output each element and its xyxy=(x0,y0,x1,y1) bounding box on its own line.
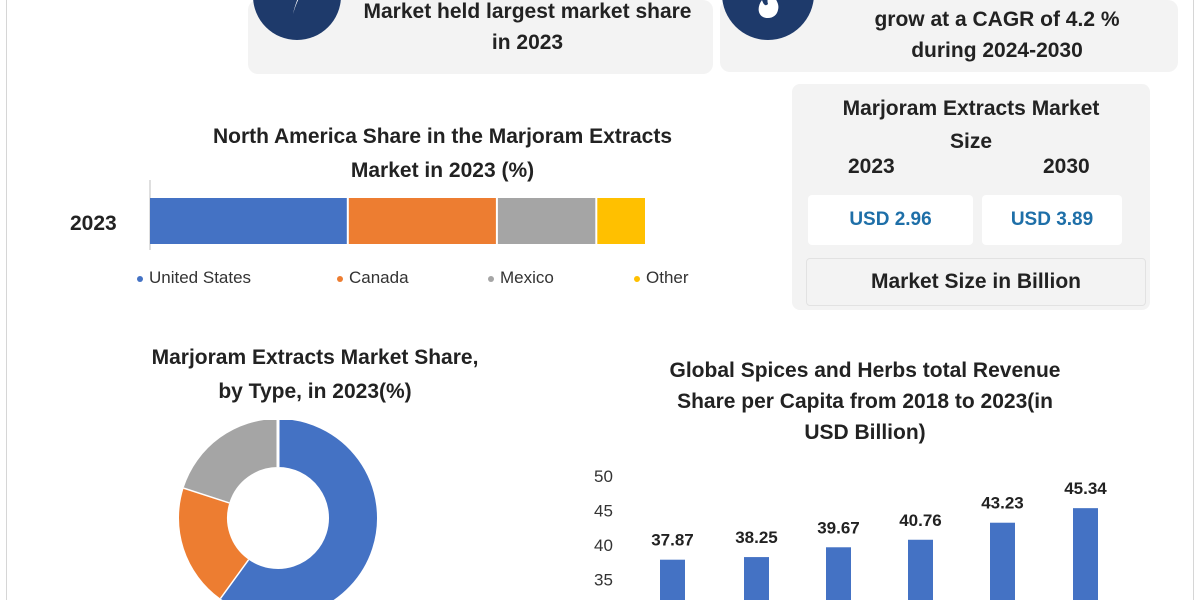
na-share-title: North America Share in the Marjoram Extr… xyxy=(150,120,735,188)
na-bar-segment-3 xyxy=(597,198,645,244)
cagr-card-text: grow at a CAGR of 4.2 % during 2024-2030 xyxy=(820,4,1174,66)
na-legend-item-1: Canada xyxy=(337,268,409,288)
na-category-label: 2023 xyxy=(70,212,117,235)
market-size-title-line1: Marjoram Extracts Market xyxy=(842,97,1100,120)
na-legend-item-2: Mexico xyxy=(488,268,554,288)
revenue-ytick-2: 45 xyxy=(594,502,613,521)
market-size-year-2023: 2023 xyxy=(848,155,895,178)
na-share-title-line1: North America Share in the Marjoram Extr… xyxy=(212,125,673,148)
na-bar-segment-0 xyxy=(150,198,347,244)
share-card-line1: Market held largest market share xyxy=(363,0,692,23)
cagr-card-line1: grow at a CAGR of 4.2 % xyxy=(874,8,1120,31)
na-legend-label-1: Canada xyxy=(349,268,409,287)
na-legend-swatch-0 xyxy=(137,275,143,282)
revenue-bar-label-0: 37.87 xyxy=(651,531,694,550)
market-size-footer: Market Size in Billion xyxy=(806,258,1146,306)
revenue-bar-label-2: 39.67 xyxy=(817,518,860,537)
infographic-frame xyxy=(6,0,1194,600)
donut-slice-1 xyxy=(179,487,249,599)
revenue-title-line2: Share per Capita from 2018 to 2023(in xyxy=(677,390,1053,413)
market-size-value-2030: USD 3.89 xyxy=(982,195,1122,245)
revenue-bar-chart: 35 40 45 50 37.87 38.25 39.67 40.76 43.23 45.34 xyxy=(594,467,1107,600)
revenue-bar-label-4: 43.23 xyxy=(981,494,1024,513)
type-share-donut xyxy=(179,420,377,600)
revenue-bar-4 xyxy=(990,522,1015,600)
revenue-title-line3: USD Billion) xyxy=(804,421,926,444)
revenue-ytick-1: 40 xyxy=(594,536,613,555)
market-size-value-2023: USD 2.96 xyxy=(808,195,973,245)
revenue-bar-label-3: 40.76 xyxy=(899,511,942,530)
type-share-title: Marjoram Extracts Market Share, by Type,… xyxy=(95,341,535,409)
revenue-bar-5 xyxy=(1073,508,1098,600)
na-legend-swatch-1 xyxy=(337,275,343,282)
na-legend-item-0: United States xyxy=(137,268,251,288)
revenue-ytick-0: 35 xyxy=(594,571,613,590)
na-share-title-line2: Market in 2023 (%) xyxy=(350,159,535,182)
na-legend-item-3: Other xyxy=(634,268,689,288)
market-size-title: Marjoram Extracts Market Size xyxy=(792,92,1150,158)
revenue-title-line1: Global Spices and Herbs total Revenue xyxy=(669,359,1061,382)
leaf-icon-glyph xyxy=(293,0,299,14)
donut-separator-1 xyxy=(183,485,230,504)
growth-icon xyxy=(722,0,814,40)
revenue-title: Global Spices and Herbs total Revenue Sh… xyxy=(620,355,1110,448)
revenue-bar-1 xyxy=(744,557,769,600)
revenue-bar-label-5: 45.34 xyxy=(1064,479,1107,498)
donut-slice-0 xyxy=(219,420,377,600)
market-size-title-line2: Size xyxy=(949,130,993,153)
leaf-icon xyxy=(253,0,341,40)
na-legend-label-3: Other xyxy=(646,268,689,287)
na-bar-segment-2 xyxy=(497,198,596,244)
cagr-card-line2: during 2024-2030 xyxy=(911,39,1083,62)
na-legend-label-0: United States xyxy=(149,268,252,287)
revenue-bar-0 xyxy=(660,559,685,600)
type-share-title-line2: by Type, in 2023(%) xyxy=(218,380,412,403)
type-share-title-line1: Marjoram Extracts Market Share, xyxy=(151,346,479,369)
revenue-ytick-3: 50 xyxy=(594,467,613,486)
donut-slice-2 xyxy=(183,420,279,504)
na-legend-label-2: Mexico xyxy=(500,268,554,287)
revenue-bar-2 xyxy=(826,547,851,600)
revenue-bar-3 xyxy=(908,539,933,600)
na-share-chart: 2023 xyxy=(70,180,645,250)
revenue-bar-label-1: 38.25 xyxy=(735,528,778,547)
na-legend-swatch-3 xyxy=(634,275,640,282)
share-card-text: Market held largest market share in 2023 xyxy=(345,0,710,58)
growth-icon-glyph xyxy=(758,0,779,18)
na-legend-swatch-2 xyxy=(488,275,494,282)
share-card-line2: in 2023 xyxy=(491,31,564,54)
na-bar-segment-1 xyxy=(348,198,496,244)
market-size-year-2030: 2030 xyxy=(1043,155,1090,178)
